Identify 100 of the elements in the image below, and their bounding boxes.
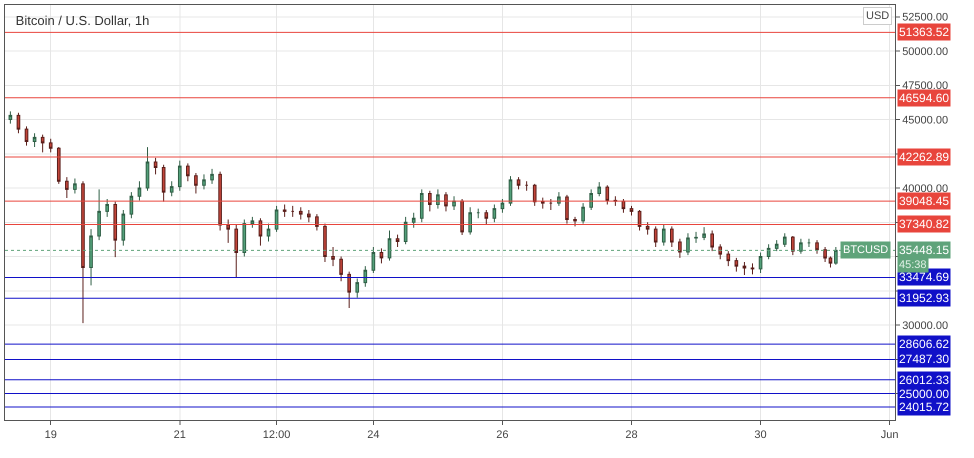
candlestick [710,230,714,252]
y-tick-label: 40000.00 [902,182,948,195]
candlestick [516,176,520,190]
candlestick [162,164,166,202]
candlestick [298,206,303,220]
candlestick [250,216,254,228]
candlestick [420,188,424,223]
candlestick [654,226,658,248]
candlestick [597,182,602,197]
candlestick [218,171,222,232]
candlestick [694,231,698,244]
x-tick-label: 12:00 [262,429,290,442]
candlestick [146,146,150,192]
candlestick [646,222,650,236]
ref-line-label: 26012.33 [899,373,950,387]
candlestick [428,190,432,212]
ref-line-label: 37340.82 [899,217,950,231]
candlestick [81,180,85,324]
candlestick [274,205,278,232]
candlestick [742,262,746,276]
candlestick [97,188,101,241]
candlestick [8,110,12,124]
candlestick [460,198,464,236]
candlestick [702,226,706,241]
candlestick [290,205,295,218]
candlestick [500,198,504,214]
x-tick-label: Jun [880,429,898,442]
candlestick [154,157,158,175]
candlestick [258,218,262,246]
candlestick [638,209,642,232]
x-tick-label: 26 [496,429,509,442]
candlestick [339,256,343,282]
candlestick [73,178,77,194]
ref-line-label: 27487.30 [899,352,950,366]
candlestick [210,168,214,184]
ref-line-label: 35448.15 [899,243,950,257]
ref-line-label: 46594.60 [899,91,950,105]
candlestick [396,234,400,248]
candlestick [750,262,754,275]
candlestick [282,204,286,218]
candlestick [605,184,610,205]
candlestick [48,138,53,153]
candlestick [16,112,20,134]
candlestick [105,198,109,218]
candlestick [24,126,28,146]
candlestick [734,257,738,272]
candlestick [540,197,545,210]
candlestick [436,188,440,210]
candlestick [226,219,230,244]
candlestick [807,238,811,248]
ref-line-label: 25000.00 [899,387,950,401]
x-tick-label: 19 [44,429,57,442]
candlestick [412,212,416,228]
candlestick [121,209,126,246]
candlestick [524,180,528,192]
y-tick-label: 50000.00 [902,46,948,58]
candlestick [630,205,634,216]
candlestick [65,176,69,199]
ref-line-label: 33474.69 [899,270,950,284]
candlestick [113,201,118,258]
ref-line-label: 39048.45 [899,194,950,208]
candlestick [186,162,190,182]
ref-line-label: 51363.52 [899,25,950,39]
candlestick [549,198,553,210]
candlestick [622,198,626,214]
candlestick [508,176,512,206]
candlestick [791,236,795,256]
candlestick [573,216,577,227]
candlestick [565,194,569,224]
x-tick-label: 21 [174,429,186,442]
candlestick [56,146,61,184]
candlestick [532,183,537,206]
candlestick [589,188,593,210]
y-tick-label: 47500.00 [902,80,948,92]
candlestick [452,196,456,210]
candlestick [170,180,174,197]
ref-line-label: 28606.62 [899,337,950,351]
candlestick [130,192,134,219]
y-tick-label: 30000.00 [902,320,948,332]
candlestick [484,209,488,226]
candlestick [758,252,762,274]
candlestick [380,248,384,264]
candlestick [815,240,819,254]
x-tick-label: 28 [625,429,638,442]
candlestick [234,224,238,278]
candlestick [138,180,142,201]
candlestick [662,224,666,246]
candlestick [363,266,368,288]
annotation: USD [866,10,890,22]
candlestick [468,206,472,236]
candlestick [492,204,496,223]
ref-line-label: 24015.72 [899,400,950,414]
annotation: BTCUSD [843,244,888,256]
candlestick [315,214,319,232]
candlestick [355,278,360,298]
candlestick [782,232,787,248]
candlestick [194,172,198,194]
candlestick [581,202,585,224]
candlestick [323,223,327,263]
candlestick [266,223,270,242]
